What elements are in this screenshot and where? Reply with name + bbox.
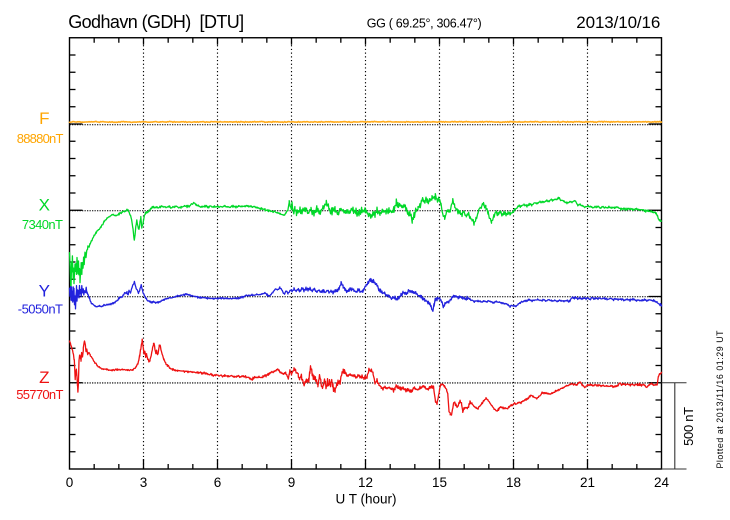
svg-text:18: 18 [506,475,521,490]
svg-text:3: 3 [140,475,148,490]
svg-text:88880nT: 88880nT [17,131,64,146]
svg-text:Z: Z [39,368,49,387]
svg-text:Plotted at 2013/11/16 01:29 UT: Plotted at 2013/11/16 01:29 UT [715,330,725,469]
svg-text:15: 15 [432,475,447,490]
svg-text:7340nT: 7340nT [22,217,63,232]
svg-text:U T (hour): U T (hour) [335,492,396,507]
svg-text:X: X [39,195,50,214]
svg-text:500 nT: 500 nT [681,407,696,446]
svg-text:12: 12 [358,475,373,490]
svg-text:24: 24 [654,475,670,490]
svg-text:Godhavn (GDH) [DTU]: Godhavn (GDH) [DTU] [68,12,244,32]
svg-text:2013/10/16: 2013/10/16 [576,13,660,32]
svg-text:55770nT: 55770nT [16,387,63,402]
svg-text:F: F [39,109,49,128]
svg-text:0: 0 [66,475,74,490]
svg-text:GG ( 69.25°, 306.47°): GG ( 69.25°, 306.47°) [367,17,482,31]
svg-text:Y: Y [39,282,50,301]
svg-text:6: 6 [214,475,222,490]
svg-text:9: 9 [288,475,296,490]
svg-text:21: 21 [580,475,595,490]
svg-text:-5050nT: -5050nT [18,302,63,317]
